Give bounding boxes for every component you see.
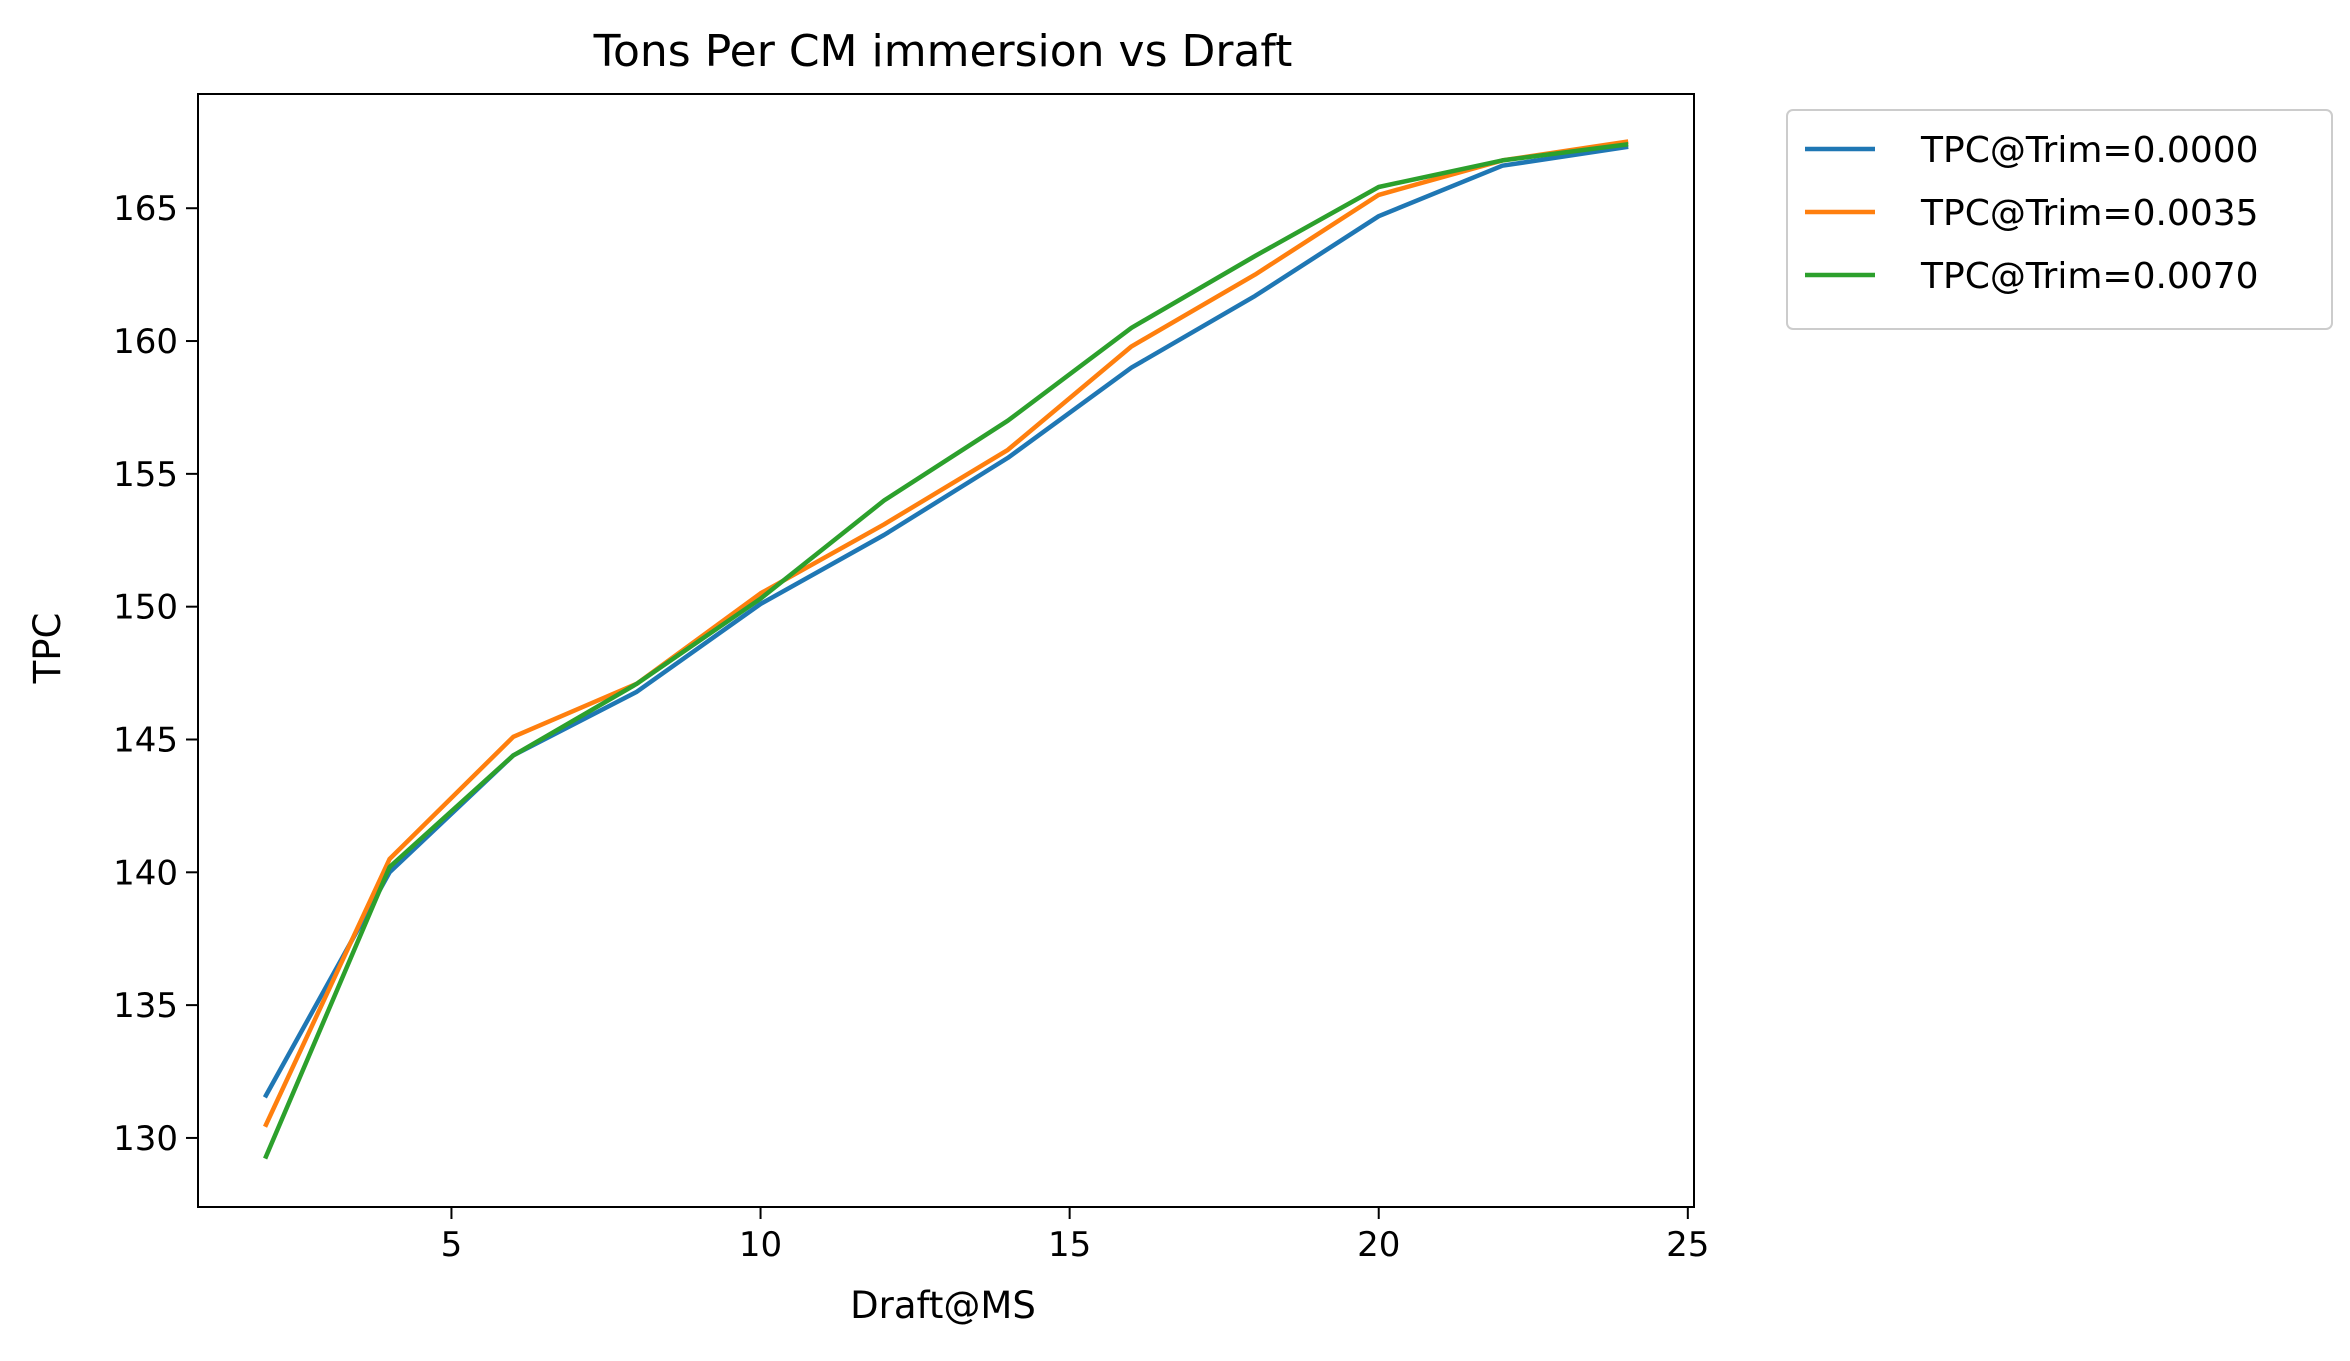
legend: TPC@Trim=0.0000 TPC@Trim=0.0035 TPC@Trim=0… xyxy=(1786,109,2333,330)
y-tick-label: 155 xyxy=(113,455,178,495)
legend-label: TPC@Trim=0.0035 xyxy=(1920,193,2259,234)
y-tick-label: 135 xyxy=(113,986,178,1026)
x-tick-label: 10 xyxy=(739,1225,782,1265)
plot-lines xyxy=(262,139,1629,1160)
x-axis-label: Draft@MS xyxy=(850,1284,1036,1327)
x-tick-label: 15 xyxy=(1048,1225,1091,1265)
x-tick-label: 5 xyxy=(441,1225,463,1265)
x-tick-label: 25 xyxy=(1666,1225,1709,1265)
legend-label: TPC@Trim=0.0070 xyxy=(1920,256,2259,297)
y-tick-label: 165 xyxy=(113,189,178,229)
y-tick-label: 130 xyxy=(113,1119,178,1159)
legend-box xyxy=(1786,109,2333,330)
y-tick-label: 160 xyxy=(113,322,178,362)
y-tick-label: 145 xyxy=(113,720,178,760)
x-tick-label: 20 xyxy=(1357,1225,1400,1265)
y-axis-label: TPC xyxy=(26,613,69,685)
series-line-3 xyxy=(263,141,1629,1160)
chart-title: Tons Per CM immersion vs Draft xyxy=(593,26,1293,77)
series-line-1 xyxy=(262,144,1629,1099)
series-line-2 xyxy=(263,139,1629,1128)
legend-label: TPC@Trim=0.0000 xyxy=(1920,130,2259,171)
x-axis: 5 10 15 20 25 xyxy=(441,1207,1709,1265)
y-axis: 130 135 140 145 150 155 160 165 xyxy=(113,189,198,1159)
y-tick-label: 140 xyxy=(113,853,178,893)
plot-frame xyxy=(197,93,1695,1208)
y-tick-label: 150 xyxy=(113,588,178,628)
